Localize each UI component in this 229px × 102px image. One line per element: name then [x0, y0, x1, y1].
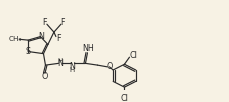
- Text: S: S: [25, 47, 30, 56]
- Text: Cl: Cl: [130, 51, 137, 60]
- Text: Cl: Cl: [120, 94, 128, 102]
- Text: H: H: [70, 67, 75, 73]
- Text: F: F: [43, 18, 47, 27]
- Text: H: H: [58, 58, 63, 64]
- Text: NH: NH: [83, 44, 94, 53]
- Text: O: O: [41, 72, 48, 81]
- Text: CH₃: CH₃: [8, 36, 22, 42]
- Text: N: N: [70, 62, 75, 71]
- Text: F: F: [61, 18, 65, 27]
- Text: N: N: [38, 32, 44, 41]
- Text: N: N: [57, 59, 63, 68]
- Text: O: O: [106, 62, 113, 71]
- Text: F: F: [57, 34, 61, 43]
